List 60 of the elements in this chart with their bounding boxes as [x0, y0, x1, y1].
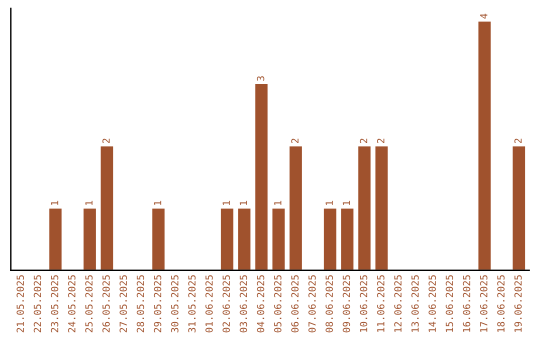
x-tick-label: 14.06.2025: [428, 275, 436, 332]
data-label: 2: [514, 138, 522, 144]
data-label: 1: [222, 200, 230, 205]
x-tick-label: 22.05.2025: [34, 275, 42, 332]
bar: [322, 207, 338, 270]
data-label: 1: [154, 200, 162, 205]
x-tick-label: 25.05.2025: [85, 275, 93, 332]
x-tick-label: 05.06.2025: [274, 275, 282, 332]
data-label: 1: [240, 200, 247, 205]
bar: [236, 207, 252, 270]
bar: [511, 144, 526, 270]
data-label: 2: [377, 138, 384, 144]
bar: [254, 82, 269, 270]
bar: [48, 207, 63, 270]
x-tick-label: 06.06.2025: [291, 275, 299, 332]
x-tick-label: 19.06.2025: [514, 275, 522, 332]
x-tick-label: 12.06.2025: [394, 275, 402, 332]
x-tick-label: 30.05.2025: [171, 275, 178, 332]
x-tick-label: 03.06.2025: [240, 275, 248, 332]
bar: [340, 207, 355, 270]
x-tick-label: 07.06.2025: [308, 275, 316, 332]
bar: [271, 207, 286, 270]
x-tick-label: 31.05.2025: [188, 275, 196, 332]
data-label: 1: [85, 200, 92, 205]
bar: [374, 144, 390, 270]
x-tick-label: 11.06.2025: [377, 275, 384, 332]
x-tick-label: 18.06.2025: [497, 275, 505, 332]
x-tick-label: 27.05.2025: [120, 275, 127, 332]
bar: [150, 207, 166, 270]
x-tick-label: 23.05.2025: [50, 275, 58, 332]
bar: [477, 20, 492, 270]
data-label: 1: [274, 200, 282, 205]
x-tick-label: 08.06.2025: [326, 275, 333, 332]
x-tick-label: 10.06.2025: [360, 275, 368, 332]
data-label: 1: [342, 200, 350, 205]
x-tick-label: 26.05.2025: [102, 275, 110, 332]
data-label: 4: [480, 14, 488, 19]
x-tick-label: 04.06.2025: [256, 275, 264, 332]
x-tick-label: 24.05.2025: [68, 275, 76, 332]
data-label: 1: [51, 200, 58, 205]
x-tick-label: 17.06.2025: [480, 275, 488, 332]
x-tick-label: 09.06.2025: [342, 275, 350, 332]
bar: [99, 144, 114, 270]
x-tick-label: 02.06.2025: [222, 275, 230, 332]
x-tick-label: 29.05.2025: [154, 275, 162, 332]
x-tick-label: 13.06.2025: [411, 275, 419, 332]
bar: [356, 144, 372, 270]
data-label: 2: [291, 138, 298, 144]
x-tick-label: 21.05.2025: [16, 275, 24, 332]
data-label: 1: [326, 200, 333, 205]
data-label: 2: [102, 138, 110, 144]
bar: [82, 207, 98, 270]
x-tick-label: 16.06.2025: [462, 275, 470, 332]
data-label: 2: [360, 138, 368, 144]
x-tick-label: 28.05.2025: [136, 275, 144, 332]
x-tick-label: 01.06.2025: [205, 275, 213, 332]
x-tick-label: 15.06.2025: [446, 275, 454, 332]
bar: [220, 207, 235, 270]
data-label: 3: [256, 76, 264, 81]
bar: [288, 144, 304, 270]
